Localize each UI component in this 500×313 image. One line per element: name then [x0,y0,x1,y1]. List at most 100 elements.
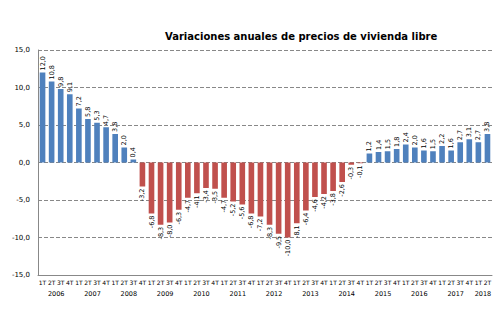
svg-text:4T: 4T [393,279,401,286]
svg-text:-5,0: -5,0 [16,196,30,204]
svg-text:4T: 4T [248,279,256,286]
svg-text:2T: 2T [375,279,383,286]
svg-text:2T: 2T [193,279,201,286]
svg-text:3T: 3T [93,279,101,286]
svg-text:1T: 1T [438,279,446,286]
svg-text:2T: 2T [121,279,129,286]
svg-text:4T: 4T [429,279,437,286]
svg-text:1T: 1T [220,279,228,286]
svg-text:3T: 3T [239,279,247,286]
svg-text:2,7: 2,7 [456,130,464,140]
svg-text:-7,2: -7,2 [256,219,264,232]
svg-text:4T: 4T [320,279,328,286]
svg-text:3T: 3T [420,279,428,286]
svg-text:3T: 3T [130,279,138,286]
svg-text:3T: 3T [275,279,283,286]
svg-text:-6,8: -6,8 [148,216,156,229]
svg-text:-5,6: -5,6 [238,207,246,220]
svg-text:2012: 2012 [266,290,283,298]
svg-text:-0,3: -0,3 [347,167,355,180]
svg-text:1T: 1T [293,279,301,286]
svg-text:1T: 1T [39,279,47,286]
svg-text:1T: 1T [329,279,337,286]
svg-text:3,8: 3,8 [111,122,119,132]
svg-text:2011: 2011 [229,290,246,298]
svg-text:-4,1: -4,1 [193,195,201,208]
svg-text:-3,4: -3,4 [202,190,210,203]
svg-text:4T: 4T [211,279,219,286]
svg-text:-4,2: -4,2 [320,196,328,209]
svg-text:-3,2: -3,2 [138,189,146,202]
svg-text:1T: 1T [184,279,192,286]
svg-text:3T: 3T [384,279,392,286]
svg-text:3T: 3T [311,279,319,286]
svg-text:-2,6: -2,6 [338,184,346,197]
svg-text:1T: 1T [475,279,483,286]
svg-text:2T: 2T [447,279,455,286]
svg-text:3T: 3T [57,279,65,286]
svg-text:3T: 3T [202,279,210,286]
svg-text:2016: 2016 [411,290,428,298]
svg-text:5,0: 5,0 [19,121,30,129]
svg-text:2010: 2010 [193,290,210,298]
svg-text:-6,4: -6,4 [302,213,310,226]
svg-text:15,0: 15,0 [14,46,30,54]
svg-text:12,0: 12,0 [39,56,47,70]
svg-text:4T: 4T [357,279,365,286]
svg-text:2T: 2T [338,279,346,286]
svg-text:-6,3: -6,3 [175,212,183,225]
svg-text:2T: 2T [302,279,310,286]
svg-text:2009: 2009 [157,290,174,298]
svg-text:1,2: 1,2 [365,141,373,151]
svg-text:9,8: 9,8 [57,77,65,87]
svg-text:2018: 2018 [475,290,492,298]
svg-text:10,8: 10,8 [48,65,56,79]
svg-text:2,0: 2,0 [120,135,128,145]
svg-text:-15,0: -15,0 [12,271,30,279]
svg-text:2T: 2T [484,279,492,286]
svg-text:2T: 2T [48,279,56,286]
svg-text:3,8: 3,8 [483,122,491,132]
svg-text:-3,8: -3,8 [329,193,337,206]
svg-text:5,3: 5,3 [93,110,101,120]
svg-text:2007: 2007 [84,290,101,298]
svg-text:1,6: 1,6 [447,138,455,148]
svg-text:4T: 4T [139,279,147,286]
svg-text:2013: 2013 [302,290,319,298]
svg-text:2T: 2T [266,279,274,286]
svg-text:3,1: 3,1 [465,127,473,137]
svg-text:2015: 2015 [375,290,392,298]
svg-text:-0,1: -0,1 [356,165,364,178]
svg-text:2,4: 2,4 [402,132,410,142]
svg-text:-8,3: -8,3 [157,227,165,240]
svg-text:-4,7: -4,7 [184,200,192,213]
svg-text:2017: 2017 [447,290,464,298]
svg-text:2,7: 2,7 [474,130,482,140]
svg-text:-8,1: -8,1 [293,225,301,238]
svg-text:1T: 1T [75,279,83,286]
svg-text:2T: 2T [411,279,419,286]
svg-text:Variaciones anuales de precios: Variaciones anuales de precios de vivien… [165,31,437,42]
svg-text:1T: 1T [402,279,410,286]
svg-text:10,0: 10,0 [14,84,30,92]
svg-text:-9,5: -9,5 [275,236,283,249]
svg-text:-8,3: -8,3 [266,227,274,240]
svg-text:1T: 1T [366,279,374,286]
svg-text:1,8: 1,8 [393,137,401,147]
svg-text:2,0: 2,0 [411,135,419,145]
svg-text:2,2: 2,2 [438,134,446,144]
svg-text:9,1: 9,1 [66,82,74,92]
svg-text:1,6: 1,6 [420,138,428,148]
svg-text:3T: 3T [456,279,464,286]
svg-text:5,8: 5,8 [84,107,92,117]
svg-text:7,2: 7,2 [75,96,83,106]
svg-text:1T: 1T [111,279,119,286]
svg-text:2006: 2006 [48,290,65,298]
svg-text:-4,7: -4,7 [220,200,228,213]
svg-text:0,4: 0,4 [129,147,137,157]
svg-text:1T: 1T [148,279,156,286]
svg-text:4T: 4T [66,279,74,286]
svg-text:2008: 2008 [121,290,138,298]
svg-text:4T: 4T [102,279,110,286]
svg-text:-5,2: -5,2 [229,204,237,217]
